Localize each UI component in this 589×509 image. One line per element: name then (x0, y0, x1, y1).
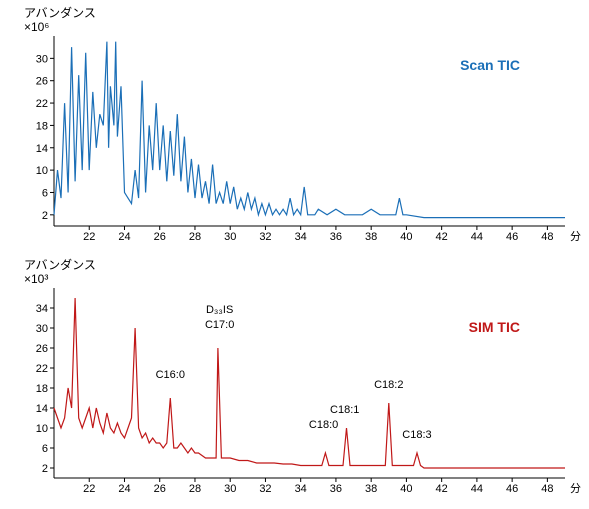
svg-text:30: 30 (36, 53, 48, 65)
svg-text:42: 42 (436, 231, 448, 243)
y-axis-title-bottom: アバンダンス (24, 256, 96, 273)
bottom-chart-svg: 2610141822263034 22242628303234363840424… (0, 252, 589, 504)
x-ticks-top: 22 24 26 28 30 32 34 36 38 40 42 44 46 48 (83, 226, 553, 243)
svg-text:46: 46 (506, 483, 518, 495)
svg-text:14: 14 (36, 403, 48, 415)
svg-text:26: 26 (154, 483, 166, 495)
svg-text:30: 30 (224, 483, 236, 495)
top-chart-svg: 26101418222630 2224262830323436384042444… (0, 0, 589, 252)
x-ticks-bottom: 22 24 26 28 30 32 34 36 38 40 42 44 46 48 (83, 478, 553, 495)
svg-text:40: 40 (400, 483, 412, 495)
svg-text:38: 38 (365, 231, 377, 243)
svg-text:26: 26 (36, 343, 48, 355)
y-axis-scale-bottom: ×10³ (24, 272, 48, 286)
peak-label: C18:1 (330, 404, 359, 416)
svg-text:40: 40 (400, 231, 412, 243)
svg-text:28: 28 (189, 483, 201, 495)
svg-text:42: 42 (436, 483, 448, 495)
peak-label: C17:0 (205, 319, 234, 331)
peak-label: C18:0 (309, 419, 338, 431)
svg-text:2: 2 (42, 463, 48, 475)
svg-text:10: 10 (36, 165, 48, 177)
svg-text:26: 26 (154, 231, 166, 243)
svg-text:6: 6 (42, 443, 48, 455)
svg-text:2: 2 (42, 210, 48, 222)
svg-text:46: 46 (506, 231, 518, 243)
top-panel: アバンダンス ×10⁶ 26101418222630 2224262830323… (0, 0, 589, 252)
svg-text:48: 48 (541, 231, 553, 243)
svg-text:34: 34 (295, 483, 307, 495)
peak-label: C18:3 (402, 429, 431, 441)
peak-label: C16:0 (156, 369, 185, 381)
svg-text:22: 22 (83, 231, 95, 243)
svg-text:6: 6 (42, 187, 48, 199)
svg-text:14: 14 (36, 143, 48, 155)
scan-tic-legend: Scan TIC (460, 57, 520, 73)
svg-text:10: 10 (36, 423, 48, 435)
svg-text:22: 22 (36, 98, 48, 110)
x-unit-top: 分 (570, 230, 581, 243)
svg-text:30: 30 (224, 231, 236, 243)
svg-text:22: 22 (83, 483, 95, 495)
svg-text:36: 36 (330, 483, 342, 495)
svg-text:44: 44 (471, 483, 483, 495)
axes-bottom (54, 288, 565, 478)
svg-text:34: 34 (295, 231, 307, 243)
sim-tic-legend: SIM TIC (469, 319, 520, 335)
svg-text:38: 38 (365, 483, 377, 495)
chromatogram-figure: アバンダンス ×10⁶ 26101418222630 2224262830323… (0, 0, 589, 504)
svg-text:36: 36 (330, 231, 342, 243)
svg-text:32: 32 (259, 231, 271, 243)
svg-text:18: 18 (36, 120, 48, 132)
svg-text:18: 18 (36, 383, 48, 395)
svg-text:44: 44 (471, 231, 483, 243)
y-axis-scale-top: ×10⁶ (24, 20, 49, 34)
svg-text:24: 24 (118, 483, 130, 495)
svg-text:22: 22 (36, 363, 48, 375)
svg-text:28: 28 (189, 231, 201, 243)
svg-text:24: 24 (118, 231, 130, 243)
peak-label: D₃₃IS (206, 304, 233, 316)
svg-text:30: 30 (36, 323, 48, 335)
y-ticks-top: 26101418222630 (36, 53, 54, 221)
svg-text:26: 26 (36, 76, 48, 88)
peak-label: C18:2 (374, 379, 403, 391)
y-ticks-bottom: 2610141822263034 (36, 303, 54, 475)
svg-text:32: 32 (259, 483, 271, 495)
x-unit-bottom: 分 (570, 482, 581, 495)
y-axis-title-top: アバンダンス (24, 4, 96, 21)
svg-text:34: 34 (36, 303, 48, 315)
bottom-panel: アバンダンス ×10³ 2610141822263034 22242628303… (0, 252, 589, 504)
svg-text:48: 48 (541, 483, 553, 495)
